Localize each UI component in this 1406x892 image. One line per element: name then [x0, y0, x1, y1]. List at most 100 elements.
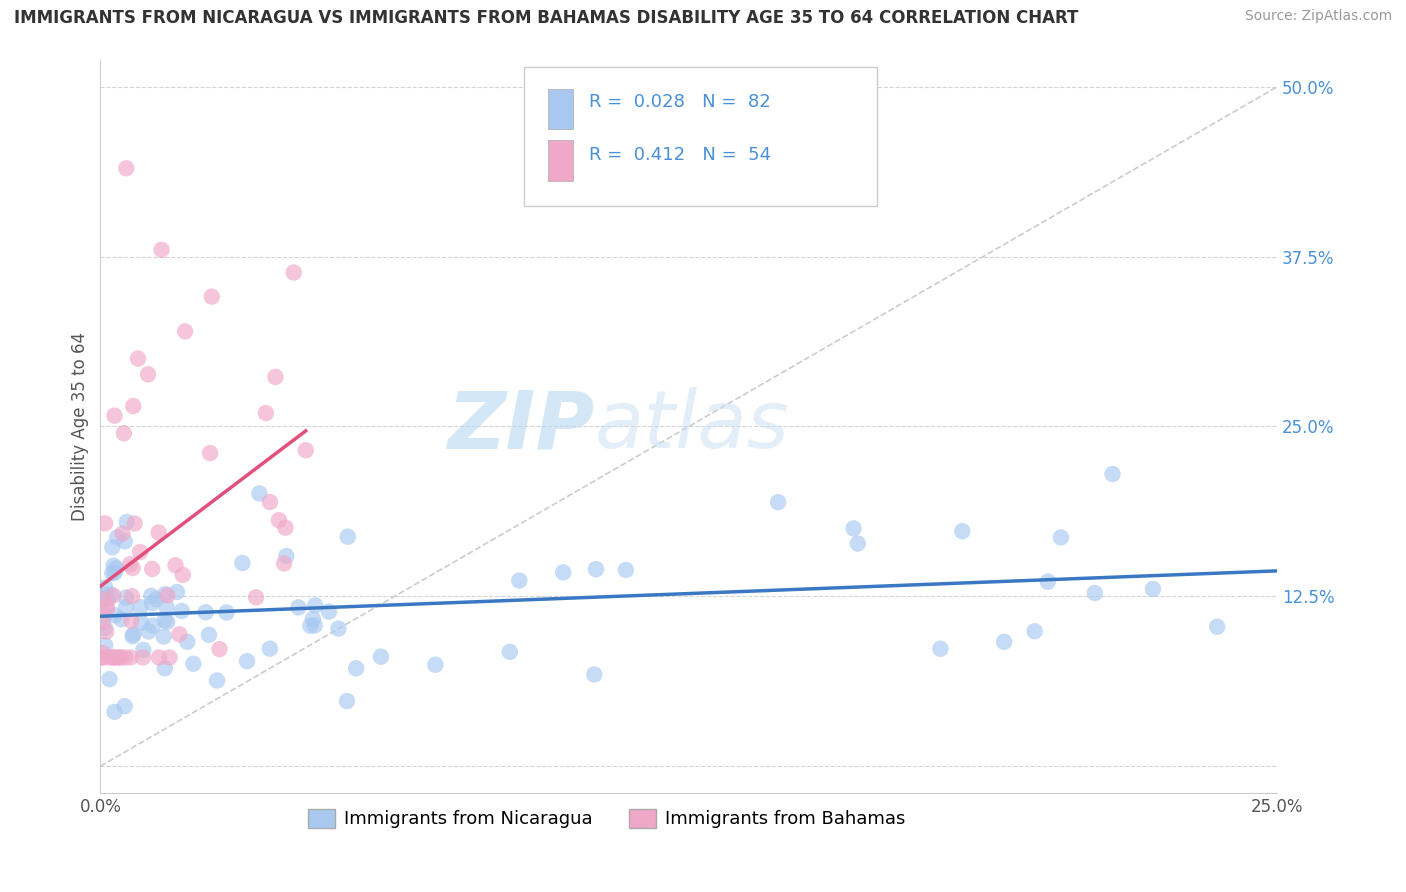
Point [97, 650, 120, 665]
Point [299, 619, 322, 633]
Point [156, 588, 179, 602]
Point [553, 566, 575, 580]
Point [115, 161, 138, 176]
Point [108, 650, 131, 665]
Point [153, 614, 176, 628]
Point [127, 351, 149, 366]
Point [103, 650, 125, 665]
Point [247, 486, 270, 500]
Point [121, 629, 143, 643]
Point [122, 627, 145, 641]
Point [198, 628, 221, 642]
Point [183, 657, 205, 671]
Text: atlas: atlas [595, 387, 789, 466]
Point [294, 443, 316, 458]
Point [273, 557, 295, 571]
Bar [547, 89, 574, 129]
Point [141, 596, 163, 610]
Point [1142, 582, 1164, 596]
Point [103, 705, 125, 719]
Point [344, 661, 367, 675]
Point [194, 605, 217, 619]
Point [231, 556, 253, 570]
Point [110, 650, 132, 665]
Point [846, 536, 869, 550]
Text: ZIP: ZIP [447, 387, 595, 466]
Point [583, 667, 606, 681]
Point [97, 592, 120, 607]
Point [276, 549, 298, 563]
Point [1206, 620, 1229, 634]
Point [1050, 530, 1073, 544]
Point [110, 612, 132, 626]
Point [159, 650, 181, 665]
Point [96, 600, 118, 615]
Point [142, 618, 165, 632]
Point [150, 243, 173, 257]
Point [170, 604, 193, 618]
Point [245, 591, 267, 605]
Point [176, 635, 198, 649]
Point [148, 525, 170, 540]
Point [94, 638, 117, 652]
Point [101, 566, 124, 581]
Point [201, 290, 224, 304]
Point [198, 446, 221, 460]
Point [165, 558, 187, 573]
Point [264, 370, 287, 384]
Point [124, 516, 146, 531]
Point [104, 566, 127, 580]
Point [94, 581, 117, 595]
Point [304, 599, 326, 613]
Point [148, 650, 170, 665]
Point [141, 562, 163, 576]
Point [91, 650, 114, 665]
Point [101, 650, 124, 665]
Point [145, 592, 167, 607]
Point [120, 650, 142, 665]
Point [205, 673, 228, 688]
Point [105, 530, 128, 544]
Point [121, 589, 143, 603]
Point [259, 641, 281, 656]
Point [115, 515, 138, 529]
Point [274, 521, 297, 535]
Point [929, 641, 952, 656]
Point [267, 513, 290, 527]
Point [94, 516, 117, 531]
Point [842, 521, 865, 535]
Point [118, 558, 141, 572]
Point [283, 266, 305, 280]
Point [120, 614, 142, 628]
Point [950, 524, 973, 538]
Point [304, 618, 326, 632]
Point [114, 699, 136, 714]
Point [508, 574, 530, 588]
Point [131, 615, 153, 630]
Point [155, 599, 177, 614]
Point [104, 608, 127, 623]
Point [96, 603, 118, 617]
Point [132, 650, 155, 665]
Point [114, 650, 136, 665]
Point [94, 608, 117, 623]
Point [993, 635, 1015, 649]
Point [499, 645, 522, 659]
Point [174, 324, 197, 338]
Point [208, 642, 231, 657]
Point [114, 534, 136, 549]
Point [336, 694, 359, 708]
Point [766, 495, 789, 509]
Point [101, 541, 124, 555]
Point [122, 399, 145, 413]
Point [103, 558, 125, 573]
Point [94, 621, 117, 635]
Point [156, 615, 179, 629]
Point [318, 605, 340, 619]
Point [259, 495, 281, 509]
Point [614, 563, 637, 577]
Point [129, 600, 152, 615]
Point [155, 587, 177, 601]
Point [1084, 586, 1107, 600]
Point [236, 654, 259, 668]
